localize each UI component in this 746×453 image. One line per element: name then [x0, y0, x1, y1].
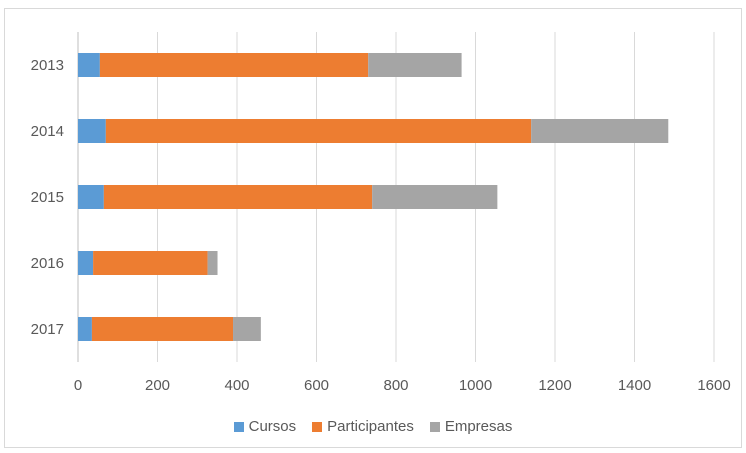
legend-label: Participantes — [327, 418, 414, 435]
bar-cursos-2014 — [78, 119, 106, 143]
x-tick-label: 1400 — [618, 377, 651, 394]
bar-participantes-2017 — [91, 317, 234, 341]
bar-participantes-2016 — [93, 251, 208, 275]
y-tick-label: 2014 — [31, 123, 64, 140]
bar-cursos-2017 — [78, 317, 92, 341]
bar-empresas-2015 — [372, 185, 498, 209]
legend-label: Cursos — [248, 418, 297, 435]
x-tick-label: 800 — [383, 377, 408, 394]
bar-participantes-2015 — [103, 185, 373, 209]
x-tick-label: 1000 — [459, 377, 492, 394]
bar-participantes-2014 — [105, 119, 532, 143]
x-tick-label: 400 — [224, 377, 249, 394]
legend-swatch — [233, 421, 244, 432]
bar-empresas-2016 — [207, 251, 218, 275]
x-tick-label: 1200 — [538, 377, 571, 394]
bars — [78, 53, 669, 341]
y-tick-label: 2015 — [31, 189, 64, 206]
legend-swatch — [312, 421, 323, 432]
y-tick-label: 2016 — [31, 255, 64, 272]
legend-swatch — [429, 421, 440, 432]
x-axis-ticks: 0 200 400 600 800 1000 1200 1400 1600 — [74, 377, 731, 394]
legend: Cursos Participantes Empresas — [0, 418, 746, 435]
legend-item-cursos: Cursos — [233, 418, 297, 435]
bar-empresas-2014 — [531, 119, 669, 143]
legend-label: Empresas — [444, 418, 513, 435]
y-tick-label: 2013 — [31, 57, 64, 74]
x-tick-label: 0 — [74, 377, 82, 394]
bar-participantes-2013 — [99, 53, 369, 77]
legend-item-empresas: Empresas — [429, 418, 513, 435]
bar-empresas-2013 — [368, 53, 462, 77]
legend-item-participantes: Participantes — [312, 418, 414, 435]
bar-empresas-2017 — [233, 317, 261, 341]
bar-cursos-2013 — [78, 53, 100, 77]
x-tick-label: 200 — [145, 377, 170, 394]
bar-cursos-2015 — [78, 185, 104, 209]
chart-frame — [4, 8, 742, 448]
x-tick-label: 1600 — [697, 377, 730, 394]
x-tick-label: 600 — [304, 377, 329, 394]
y-tick-label: 2017 — [31, 321, 64, 338]
bar-cursos-2016 — [78, 251, 94, 275]
y-axis-ticks: 2013 2014 2015 2016 2017 — [31, 57, 64, 338]
